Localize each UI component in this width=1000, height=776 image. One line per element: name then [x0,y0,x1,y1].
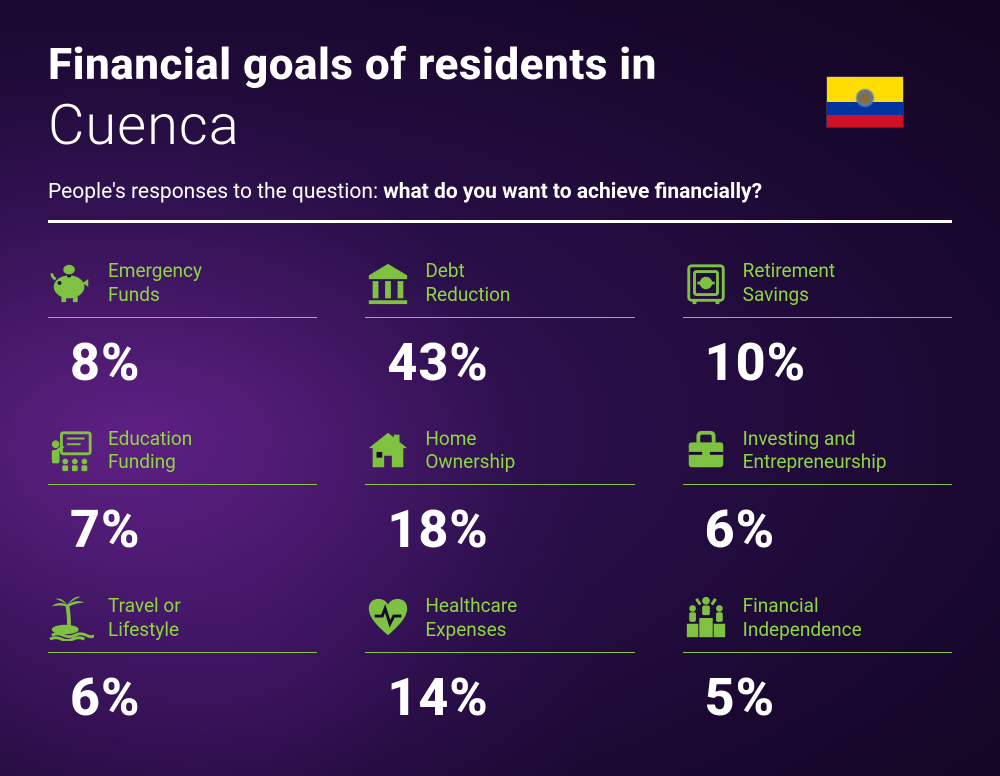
goal-value: 5% [705,667,952,728]
goal-home-ownership: HomeOwnership 18% [365,427,634,561]
goal-retirement-savings: RetirementSavings 10% [683,259,952,393]
goal-value: 10% [705,332,952,393]
goal-label: Investing andEntrepreneurship [743,427,887,475]
goal-label: FinancialIndependence [743,594,862,642]
goal-value: 14% [387,667,634,728]
safe-icon [683,260,729,306]
header-divider [48,220,952,223]
heart-pulse-icon [365,595,411,641]
goal-label: Travel orLifestyle [108,594,181,642]
goal-value: 18% [387,499,634,560]
education-icon [48,427,94,473]
subtitle-question: what do you want to achieve financially? [383,180,762,204]
goal-healthcare-expenses: HealthcareExpenses 14% [365,594,634,728]
goal-label: DebtReduction [425,259,510,307]
piggy-bank-icon [48,260,94,306]
goal-value: 6% [70,667,317,728]
goal-value: 8% [70,332,317,393]
goal-label: HealthcareExpenses [425,594,517,642]
goal-label: EducationFunding [108,427,192,475]
country-flag [826,76,904,128]
goal-financial-independence: FinancialIndependence 5% [683,594,952,728]
podium-icon [683,595,729,641]
goal-investing-entrepreneurship: Investing andEntrepreneurship 6% [683,427,952,561]
goal-label: HomeOwnership [425,427,515,475]
goal-emergency-funds: EmergencyFunds 8% [48,259,317,393]
palm-icon [48,595,94,641]
goal-value: 7% [70,499,317,560]
goal-travel-lifestyle: Travel orLifestyle 6% [48,594,317,728]
title-line-1: Financial goals of residents in [48,38,952,90]
goal-education-funding: EducationFunding 7% [48,427,317,561]
goals-grid: EmergencyFunds 8% DebtReduction 43% [48,259,952,728]
bank-icon [365,260,411,306]
subtitle: People's responses to the question: what… [48,180,952,204]
goal-debt-reduction: DebtReduction 43% [365,259,634,393]
goal-value: 6% [705,499,952,560]
goal-label: RetirementSavings [743,259,835,307]
briefcase-icon [683,427,729,473]
house-icon [365,427,411,473]
goal-value: 43% [387,332,634,393]
goal-label: EmergencyFunds [108,259,202,307]
subtitle-prefix: People's responses to the question: [48,180,383,204]
title-location: Cuenca [48,92,952,158]
